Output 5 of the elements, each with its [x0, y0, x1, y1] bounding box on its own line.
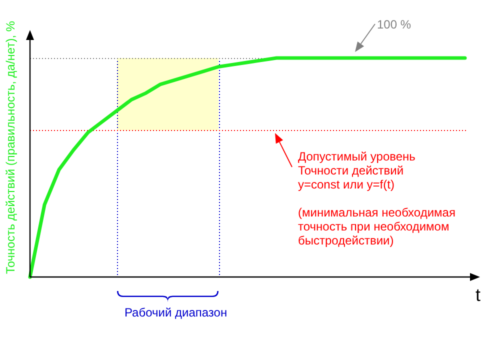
y-axis-title: Точность действий (правильность, да/нет), % [3, 20, 18, 274]
annotation: Допустимый уровень Точности действий y=const или y=f(t) (минимальная необходимая точность при необходимом быстродействии) [298, 150, 456, 248]
x-axis-title: t [475, 284, 481, 305]
text: Рабочий диапазон [124, 305, 228, 320]
ref-line-label: 100 % [377, 17, 412, 32]
